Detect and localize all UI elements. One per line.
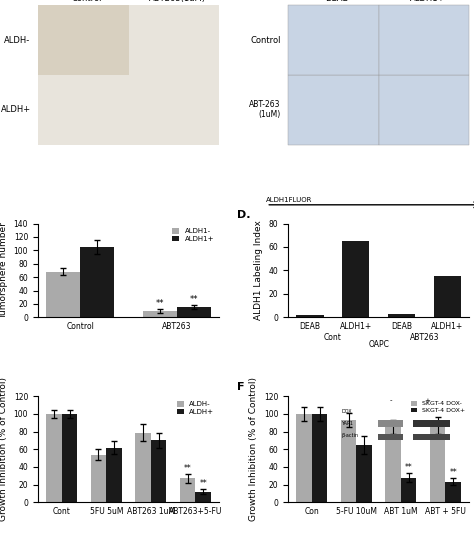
Bar	[341, 420, 356, 502]
Text: D.: D.	[237, 210, 251, 220]
Text: ALDH1+: ALDH1+	[410, 0, 445, 3]
Y-axis label: ALDH1 Labeling Index: ALDH1 Labeling Index	[254, 220, 263, 320]
Bar	[80, 247, 114, 318]
Y-axis label: Growth Inhibition (% of Control): Growth Inhibition (% of Control)	[249, 377, 258, 521]
Bar	[128, 75, 219, 145]
Bar	[143, 311, 177, 318]
Bar	[385, 427, 401, 502]
Text: ABT263: ABT263	[410, 333, 439, 341]
Bar	[288, 75, 379, 145]
Bar	[430, 426, 446, 502]
Text: **: **	[183, 464, 191, 472]
Bar	[312, 414, 328, 502]
Y-axis label: Tumorsphere number: Tumorsphere number	[0, 222, 8, 319]
Text: **: **	[199, 478, 207, 488]
Text: **: **	[190, 295, 198, 303]
Y-axis label: Growth Inhibition (% of Control): Growth Inhibition (% of Control)	[0, 377, 8, 521]
Text: F: F	[237, 382, 245, 392]
Text: Cont: Cont	[324, 333, 342, 341]
Bar	[38, 75, 128, 145]
Text: ALDH-: ALDH-	[4, 36, 31, 45]
Bar	[356, 445, 372, 502]
Bar	[288, 5, 379, 75]
Legend: ALDH1-, ALDH1+: ALDH1-, ALDH1+	[171, 227, 216, 244]
Bar	[296, 315, 324, 318]
Bar	[46, 272, 80, 318]
Text: ABT263(1uM): ABT263(1uM)	[149, 0, 206, 3]
Bar	[151, 441, 166, 502]
Bar	[342, 241, 370, 318]
Text: **: **	[449, 468, 457, 477]
Bar	[177, 307, 211, 318]
Bar	[401, 477, 417, 502]
Text: ALDH+: ALDH+	[0, 105, 31, 114]
Bar	[379, 75, 469, 145]
Legend: SKGT-4 DOX-, SKGT-4 DOX+: SKGT-4 DOX-, SKGT-4 DOX+	[409, 400, 466, 414]
Text: ABT-263
(1uM): ABT-263 (1uM)	[249, 100, 281, 119]
Bar	[180, 478, 195, 502]
Bar	[296, 414, 312, 502]
Bar	[128, 5, 219, 75]
Bar	[195, 491, 211, 502]
Bar	[46, 414, 62, 502]
Bar	[38, 5, 128, 75]
Text: **: **	[405, 463, 412, 472]
Text: OAPC: OAPC	[368, 340, 389, 349]
Text: ALDH1FLUOR: ALDH1FLUOR	[266, 197, 313, 203]
Text: Control: Control	[72, 0, 102, 3]
Legend: ALDH-, ALDH+: ALDH-, ALDH+	[175, 400, 216, 416]
Text: Control: Control	[250, 36, 281, 45]
Bar	[388, 314, 415, 318]
Text: DEAB: DEAB	[325, 0, 349, 3]
Bar	[106, 448, 122, 502]
Bar	[135, 433, 151, 502]
Text: **: **	[156, 299, 164, 308]
Bar	[91, 455, 106, 502]
Bar	[446, 482, 461, 502]
Bar	[434, 276, 461, 318]
Bar	[62, 414, 77, 502]
Bar	[379, 5, 469, 75]
